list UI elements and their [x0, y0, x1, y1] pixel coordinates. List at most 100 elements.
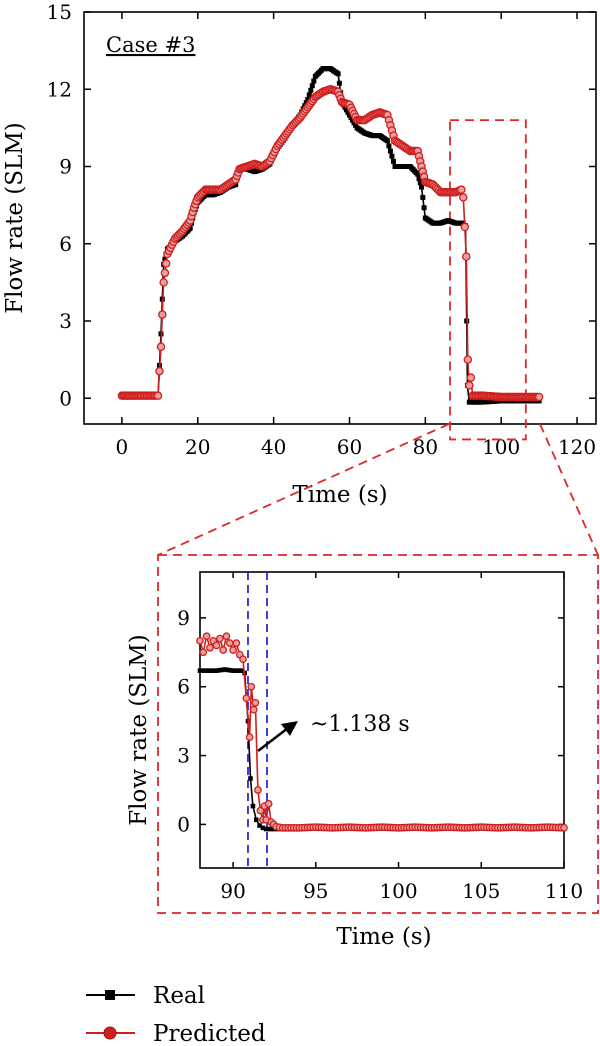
- main-real-point: [343, 107, 349, 113]
- main-predicted-point: [460, 222, 470, 232]
- inset-arrow: [257, 721, 298, 752]
- main-predicted-line: [121, 88, 540, 398]
- inset-predicted-point: [202, 632, 211, 641]
- inset-predicted-point: [251, 698, 260, 707]
- main-predicted-point: [534, 392, 544, 402]
- main-real-point: [350, 117, 356, 123]
- main-x-tick-label: 40: [261, 435, 286, 459]
- main-real-point: [162, 256, 168, 262]
- inset-real-point: [269, 826, 274, 832]
- inset-series-layer: [196, 632, 568, 832]
- main-predicted-point: [466, 373, 476, 382]
- inset-predicted-point: [254, 786, 262, 794]
- inset-real-point: [200, 668, 206, 673]
- main-x-tick-label: 20: [185, 435, 210, 459]
- main-predicted-point: [155, 366, 164, 376]
- inset-predicted-point: [256, 806, 265, 815]
- connector-line-left: [157, 423, 450, 556]
- inset-y-tick-label: 0: [177, 812, 190, 836]
- main-predicted-point: [462, 252, 471, 261]
- main-real-point: [386, 143, 392, 149]
- main-y-tick-label: 6: [59, 232, 72, 256]
- main-predicted-point: [158, 310, 167, 319]
- inset-real-point: [197, 668, 203, 673]
- inset-x-tick-label: 105: [462, 879, 500, 903]
- inset-annotation: ~1.138 s: [310, 712, 410, 737]
- main-real-point: [336, 80, 342, 86]
- inset-real-point: [222, 667, 228, 672]
- main-x-tick-labels: 0 20 40 60 80 100 120: [116, 435, 597, 459]
- inset-predicted-point: [212, 641, 221, 650]
- main-y-tick-label: 0: [59, 386, 72, 410]
- main-y-tick-label: 3: [59, 309, 72, 333]
- main-real-point: [233, 182, 239, 188]
- inset-real-point: [219, 667, 225, 673]
- legend-item-predicted: Predicted: [86, 1021, 266, 1046]
- main-x-axis-title: Time (s): [292, 482, 387, 508]
- main-ticks: [84, 11, 596, 424]
- inset-predicted-point: [229, 646, 237, 654]
- main-real-point: [421, 205, 427, 211]
- main-predicted-point: [159, 278, 168, 287]
- main-highlight-box: [449, 119, 527, 441]
- inset-predicted-point: [199, 648, 208, 657]
- main-x-tick-label: 60: [337, 435, 362, 459]
- inset-predicted-point: [222, 632, 231, 641]
- main-real-point: [346, 112, 352, 118]
- inset-real-point: [203, 668, 208, 673]
- main-real-point: [387, 148, 393, 154]
- main-predicted-point: [153, 391, 163, 400]
- inset-predicted-point: [264, 799, 273, 808]
- main-real-point: [348, 115, 354, 121]
- inset-predicted-point: [206, 643, 214, 652]
- inset-real-point: [217, 667, 222, 673]
- main-y-tick-label: 12: [47, 77, 72, 101]
- inset-plot-frame: [199, 571, 565, 869]
- main-predicted-point: [160, 268, 170, 278]
- main-predicted-point: [463, 355, 473, 364]
- inset-real-point: [257, 823, 262, 828]
- main-real-point: [345, 109, 351, 115]
- main-real-point: [419, 184, 425, 190]
- main-series-layer: [117, 66, 544, 405]
- main-real-point: [309, 83, 315, 89]
- inset-y-axis-title: Flow rate (SLM): [126, 634, 152, 826]
- legend: Real Predicted: [86, 983, 266, 1046]
- inset-ticks: [200, 572, 565, 868]
- main-predicted-point: [161, 259, 171, 268]
- inset-predicted-point: [232, 639, 241, 647]
- inset-y-tick-label: 6: [177, 675, 190, 699]
- inset-x-axis-title: Time (s): [336, 924, 431, 950]
- inset-predicted-point: [245, 733, 254, 742]
- main-real-point: [417, 180, 423, 186]
- main-highlight-layer: [449, 119, 527, 441]
- main-real-point: [415, 171, 421, 177]
- inset-series-predicted: [196, 632, 568, 832]
- inset-real-point: [205, 668, 211, 673]
- inset-real-point: [211, 668, 217, 673]
- inset-x-tick-label: 110: [545, 879, 583, 903]
- main-y-tick-labels: 0 3 6 9 12 15: [47, 0, 72, 410]
- inset-real-point: [214, 668, 219, 673]
- inset-predicted-point: [242, 694, 251, 703]
- inset-predicted-point: [239, 655, 247, 664]
- main-plot-frame: [83, 11, 597, 425]
- main-series-predicted: [117, 85, 544, 402]
- main-real-point: [311, 78, 317, 84]
- main-real-point: [353, 122, 359, 128]
- inset-predicted-point: [225, 639, 234, 647]
- inset-x-tick-labels: 90 95 100 105 110: [220, 879, 583, 903]
- inset-predicted-point: [216, 634, 224, 643]
- main-real-point: [308, 87, 314, 93]
- inset-predicted-point: [196, 636, 204, 645]
- inset-real-point: [260, 825, 266, 831]
- inset-real-point: [266, 826, 272, 832]
- main-predicted-point: [465, 381, 474, 390]
- inset-chart: 90 95 100 105 110 0 3 6 9 ~1.138 s Time (s) Flo…: [126, 571, 583, 950]
- inset-real-point: [250, 803, 256, 809]
- inset-predicted-point: [247, 682, 256, 691]
- inset-predicted-point: [560, 823, 568, 832]
- main-real-point: [187, 225, 193, 231]
